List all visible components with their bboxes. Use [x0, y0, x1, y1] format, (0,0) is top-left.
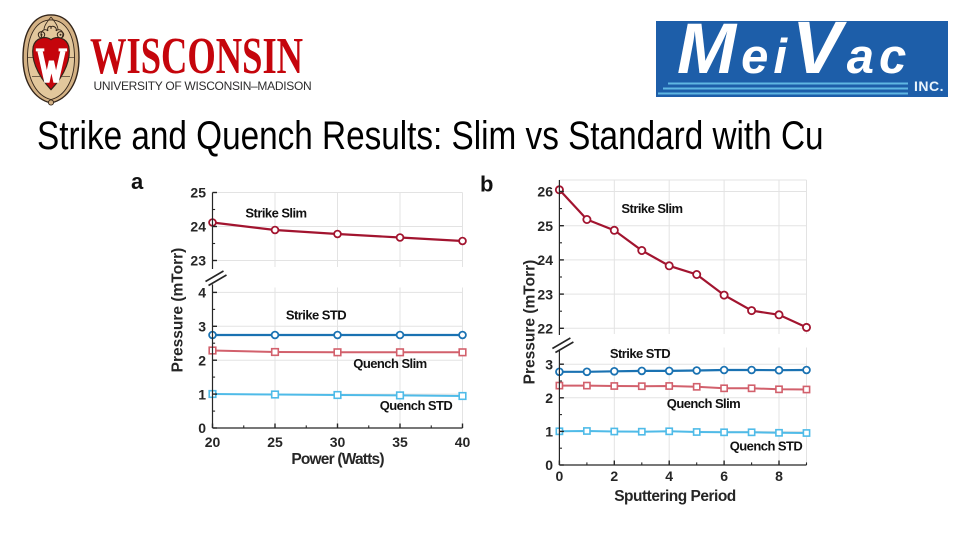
svg-text:40: 40 — [455, 434, 471, 450]
svg-text:30: 30 — [330, 434, 346, 450]
svg-text:20: 20 — [205, 434, 221, 450]
svg-text:35: 35 — [392, 434, 408, 450]
svg-text:4: 4 — [665, 468, 673, 484]
svg-text:Quench Slim: Quench Slim — [353, 356, 426, 371]
svg-text:23: 23 — [190, 253, 206, 269]
svg-text:8: 8 — [775, 468, 783, 484]
svg-text:25: 25 — [537, 218, 553, 234]
svg-text:26: 26 — [537, 184, 553, 200]
svg-text:Quench STD: Quench STD — [380, 398, 453, 413]
svg-text:Pressure (mTorr): Pressure (mTorr) — [522, 260, 539, 385]
svg-text:2: 2 — [610, 468, 618, 484]
svg-text:1: 1 — [198, 386, 206, 402]
svg-text:b: b — [480, 172, 493, 197]
svg-text:24: 24 — [190, 219, 206, 235]
svg-text:6: 6 — [720, 468, 728, 484]
svg-text:3: 3 — [198, 319, 206, 335]
svg-text:25: 25 — [267, 434, 283, 450]
svg-text:2: 2 — [198, 352, 206, 368]
svg-text:4: 4 — [198, 285, 206, 301]
svg-text:0: 0 — [556, 468, 564, 484]
svg-text:MeiVac: MeiVac — [677, 21, 911, 89]
svg-text:1: 1 — [545, 424, 553, 440]
svg-text:Sputtering Period: Sputtering Period — [614, 488, 736, 505]
svg-text:0: 0 — [545, 457, 553, 473]
svg-text:0: 0 — [198, 420, 206, 436]
svg-text:Pressure (mTorr): Pressure (mTorr) — [170, 248, 187, 373]
svg-text:Power (Watts): Power (Watts) — [291, 451, 384, 468]
svg-text:23: 23 — [537, 286, 553, 302]
svg-text:3: 3 — [545, 356, 553, 372]
svg-text:Strike STD: Strike STD — [286, 308, 346, 323]
svg-text:Quench STD: Quench STD — [730, 439, 803, 454]
svg-text:Quench Slim: Quench Slim — [667, 396, 740, 411]
svg-text:Strike STD: Strike STD — [610, 346, 670, 361]
svg-text:2: 2 — [545, 390, 553, 406]
svg-text:24: 24 — [537, 252, 553, 268]
svg-text:Strike Slim: Strike Slim — [245, 206, 306, 221]
svg-text:25: 25 — [190, 185, 206, 201]
svg-text:INC.: INC. — [914, 78, 944, 94]
svg-text:a: a — [131, 169, 144, 194]
svg-text:Strike Slim: Strike Slim — [621, 201, 682, 216]
svg-text:22: 22 — [537, 321, 553, 337]
